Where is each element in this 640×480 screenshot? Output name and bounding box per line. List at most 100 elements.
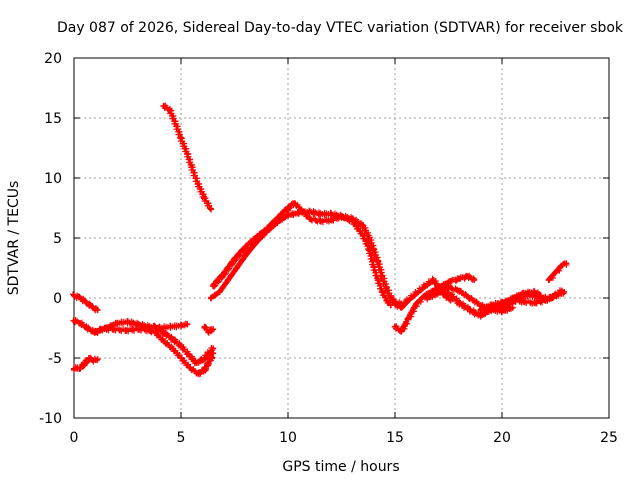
data-point [516, 295, 523, 301]
data-point [83, 325, 90, 331]
data-point [366, 247, 373, 253]
data-point [466, 307, 473, 313]
y-tick-label: -5 [48, 351, 62, 367]
chart-title: Day 087 of 2026, Sidereal Day-to-day VTE… [57, 20, 624, 36]
data-point [71, 365, 77, 372]
data-point [477, 313, 484, 319]
data-point [471, 277, 478, 283]
data-point [274, 215, 281, 222]
data-point [558, 262, 565, 269]
data-point [71, 292, 77, 299]
y-tick-label: 5 [53, 231, 62, 247]
data-point [167, 323, 174, 330]
data-point [210, 345, 217, 352]
data-point [85, 355, 92, 361]
data-point [297, 206, 304, 213]
data-point [210, 283, 217, 289]
data-point [201, 367, 208, 373]
data-point [90, 304, 97, 311]
data-point [225, 277, 232, 283]
data-point [160, 338, 167, 345]
data-point [178, 135, 184, 142]
y-tick-label: 10 [44, 171, 62, 187]
data-point [201, 195, 208, 202]
data-point [77, 295, 84, 301]
data-point [252, 235, 259, 241]
data-point [291, 200, 298, 207]
data-point [186, 352, 193, 359]
y-tick-label: 0 [53, 291, 62, 307]
data-point [398, 328, 405, 335]
data-point [160, 329, 167, 336]
x-tick-label: 25 [600, 430, 618, 446]
data-point [456, 287, 463, 294]
data-point [263, 226, 270, 233]
data-point [421, 283, 428, 289]
series-arc-3 [71, 354, 101, 373]
data-point [370, 263, 377, 270]
data-point [199, 357, 206, 364]
data-point [124, 319, 131, 325]
data-point [374, 277, 381, 283]
data-point [404, 297, 411, 304]
data-point [464, 273, 471, 280]
data-point [520, 298, 527, 305]
data-point [359, 223, 366, 229]
data-point [285, 212, 291, 219]
series-arc-1 [70, 291, 101, 314]
data-point [317, 218, 324, 225]
data-marks [70, 102, 570, 378]
data-point [152, 323, 159, 330]
data-point [466, 295, 473, 301]
data-point [160, 103, 167, 109]
series-arc-10 [210, 200, 395, 309]
data-point [195, 370, 202, 377]
data-point [563, 260, 570, 267]
data-point [327, 217, 334, 223]
data-point [77, 320, 84, 327]
data-point [83, 299, 90, 306]
data-point [445, 290, 452, 297]
data-point [387, 302, 394, 309]
data-point [242, 253, 249, 259]
series-arc-2 [70, 317, 101, 336]
data-point [90, 357, 97, 364]
data-point [220, 271, 227, 277]
data-point [430, 277, 437, 283]
data-point [216, 289, 223, 295]
data-point [413, 301, 420, 307]
series-arc-6 [151, 322, 217, 367]
data-point [195, 181, 202, 187]
axis-ticks: 0 5 10 15 20 25 -10 -5 0 5 10 15 20 [39, 51, 618, 446]
data-point [92, 328, 99, 335]
data-point [398, 304, 405, 311]
data-point [242, 244, 249, 251]
data-point [207, 295, 214, 301]
data-point [413, 290, 420, 297]
data-point [359, 232, 366, 239]
data-point [94, 307, 101, 313]
data-point [306, 215, 313, 222]
data-point [231, 256, 238, 263]
data-point [81, 361, 88, 367]
data-point [306, 208, 313, 215]
data-point [285, 205, 291, 211]
data-point [188, 164, 195, 171]
data-point [178, 343, 184, 349]
data-point [71, 317, 77, 324]
data-point [96, 326, 103, 333]
x-tick-label: 5 [177, 430, 186, 446]
data-point [135, 326, 142, 333]
data-point [537, 295, 544, 301]
data-point [184, 151, 191, 157]
data-point [552, 269, 559, 276]
data-point [558, 287, 565, 294]
data-point [447, 278, 454, 285]
data-point [548, 295, 555, 301]
data-point [477, 307, 484, 313]
data-point [392, 301, 398, 307]
data-point [424, 295, 431, 301]
data-point [173, 123, 180, 130]
data-point [488, 302, 495, 309]
